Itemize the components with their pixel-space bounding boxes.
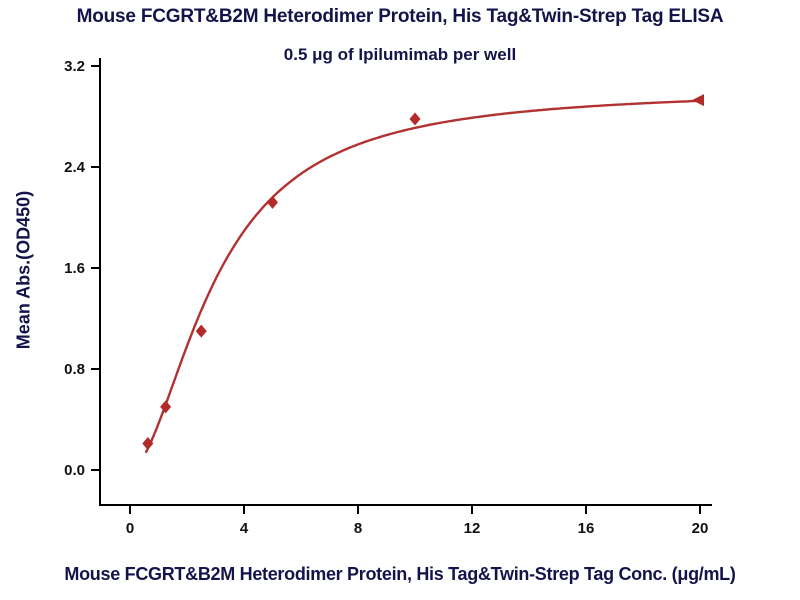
data-point — [142, 436, 154, 450]
fit-curve — [144, 99, 699, 454]
axes — [99, 58, 712, 506]
y-tick-label: 2.4 — [64, 159, 86, 176]
x-tick-label: 8 — [354, 520, 362, 537]
x-axis-label: Mouse FCGRT&B2M Heterodimer Protein, His… — [64, 564, 736, 584]
x-tick-label: 12 — [464, 520, 481, 537]
chart-subtitle: 0.5 μg of Ipilumimab per well — [283, 45, 517, 64]
x-tick-label: 0 — [126, 520, 134, 537]
y-tick-label: 0.0 — [64, 462, 85, 479]
x-axis-ticks: 0 4 8 12 16 20 — [126, 505, 709, 537]
x-tick-label: 16 — [578, 520, 595, 537]
data-point — [160, 400, 172, 414]
data-point — [692, 94, 704, 107]
x-tick-label: 4 — [240, 520, 249, 537]
y-tick-label: 3.2 — [64, 58, 85, 75]
x-tick-label: 20 — [692, 520, 709, 537]
y-tick-label: 0.8 — [64, 361, 85, 378]
y-tick-label: 1.6 — [64, 260, 85, 277]
y-axis-ticks: 0.0 0.8 1.6 2.4 3.2 — [64, 58, 100, 479]
data-point — [409, 112, 421, 126]
data-point — [195, 324, 207, 338]
data-points — [142, 94, 704, 450]
chart-title: Mouse FCGRT&B2M Heterodimer Protein, His… — [76, 6, 724, 27]
data-point — [267, 195, 278, 209]
